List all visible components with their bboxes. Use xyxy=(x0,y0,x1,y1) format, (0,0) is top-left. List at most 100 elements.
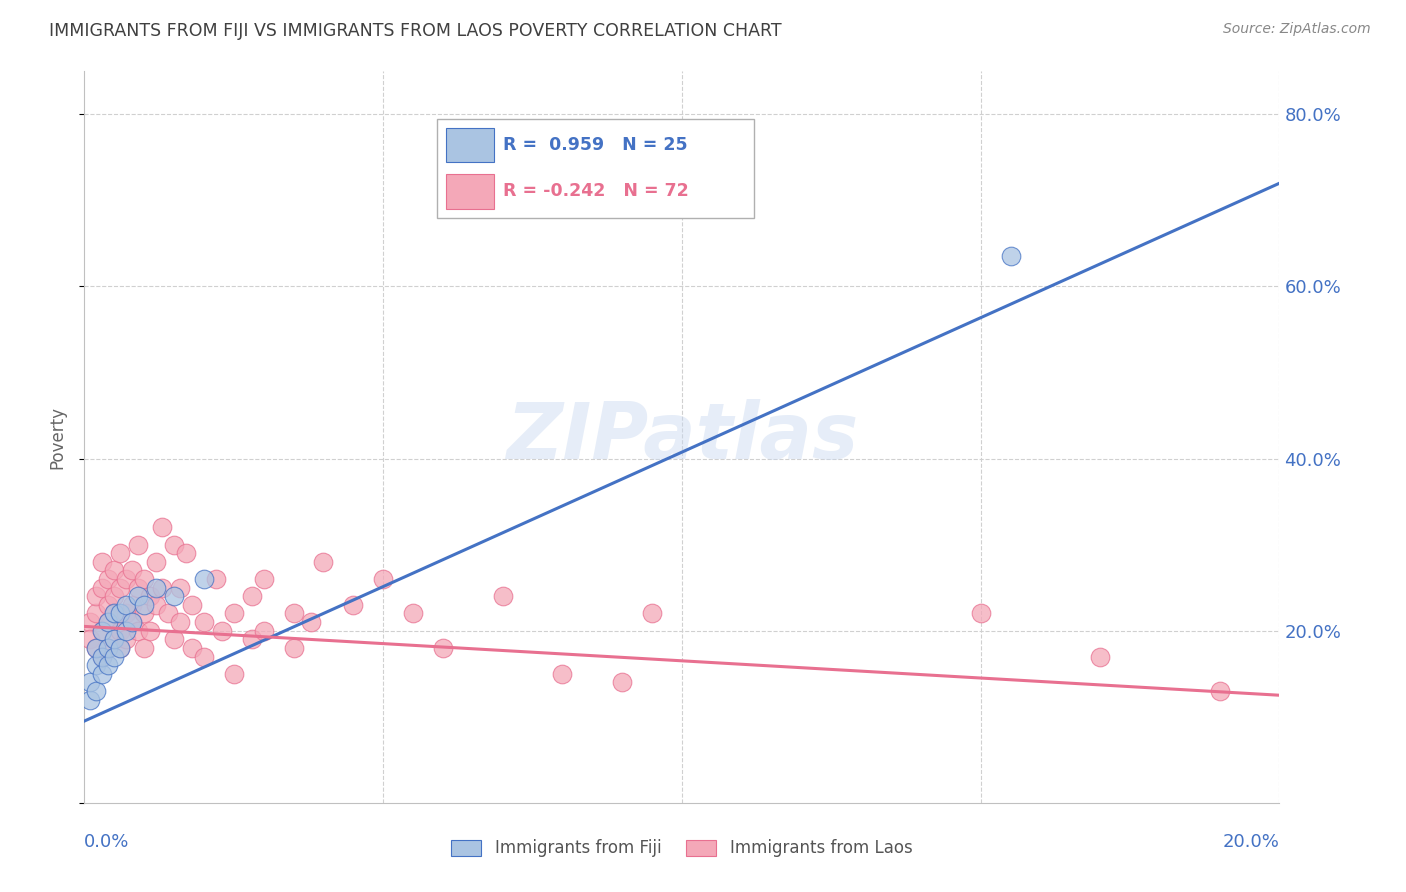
Point xyxy=(253,624,276,638)
Point xyxy=(103,564,125,578)
Point xyxy=(970,607,993,621)
Point xyxy=(115,624,138,638)
Point xyxy=(1090,649,1112,664)
Point xyxy=(115,607,138,621)
Point xyxy=(283,607,305,621)
Point xyxy=(127,589,149,603)
Text: Source: ZipAtlas.com: Source: ZipAtlas.com xyxy=(1223,22,1371,37)
Point xyxy=(551,666,574,681)
Point xyxy=(91,666,114,681)
Point xyxy=(110,607,132,621)
Point xyxy=(181,598,204,612)
Point xyxy=(174,546,197,560)
Point xyxy=(127,581,149,595)
Point xyxy=(121,564,143,578)
Point xyxy=(132,640,156,655)
Point xyxy=(79,692,101,706)
Legend: Immigrants from Fiji, Immigrants from Laos: Immigrants from Fiji, Immigrants from La… xyxy=(444,832,920,864)
Point xyxy=(193,572,215,586)
Point xyxy=(91,624,114,638)
Y-axis label: Poverty: Poverty xyxy=(48,406,66,468)
Point xyxy=(97,658,120,673)
Point xyxy=(103,632,125,647)
Point xyxy=(402,607,425,621)
Point xyxy=(110,640,132,655)
Point xyxy=(86,640,108,655)
Point xyxy=(139,624,162,638)
Point xyxy=(157,607,180,621)
Point xyxy=(301,615,323,629)
Point xyxy=(132,572,156,586)
Point xyxy=(163,538,186,552)
Point xyxy=(132,607,156,621)
Point xyxy=(103,589,125,603)
Point xyxy=(145,581,167,595)
Point xyxy=(432,640,454,655)
Point xyxy=(115,598,138,612)
Point xyxy=(110,640,132,655)
Point xyxy=(127,624,149,638)
Point xyxy=(86,640,108,655)
Point xyxy=(373,572,395,586)
Point xyxy=(222,607,245,621)
Point xyxy=(86,607,108,621)
Point xyxy=(1209,684,1232,698)
Point xyxy=(110,546,132,560)
Point xyxy=(127,538,149,552)
Point xyxy=(222,666,245,681)
Point xyxy=(97,598,120,612)
Point xyxy=(150,581,173,595)
Point xyxy=(86,684,108,698)
Point xyxy=(91,624,114,638)
Point xyxy=(312,555,335,569)
Point xyxy=(115,572,138,586)
Point xyxy=(91,649,114,664)
Point xyxy=(110,624,132,638)
Point xyxy=(211,624,233,638)
Point xyxy=(145,598,167,612)
Point xyxy=(163,589,186,603)
Point xyxy=(103,607,125,621)
Text: IMMIGRANTS FROM FIJI VS IMMIGRANTS FROM LAOS POVERTY CORRELATION CHART: IMMIGRANTS FROM FIJI VS IMMIGRANTS FROM … xyxy=(49,22,782,40)
Point xyxy=(110,581,132,595)
Text: ZIPatlas: ZIPatlas xyxy=(506,399,858,475)
Point xyxy=(253,572,276,586)
Point xyxy=(103,607,125,621)
Point xyxy=(91,581,114,595)
Point xyxy=(79,675,101,690)
Point xyxy=(103,632,125,647)
Point xyxy=(342,598,364,612)
Point xyxy=(97,640,120,655)
Point xyxy=(115,632,138,647)
Point xyxy=(283,640,305,655)
Point xyxy=(132,598,156,612)
Point xyxy=(150,520,173,534)
Point xyxy=(193,615,215,629)
Point xyxy=(86,589,108,603)
Point xyxy=(492,589,515,603)
Point xyxy=(145,555,167,569)
Point xyxy=(205,572,228,586)
Point xyxy=(641,607,664,621)
Point xyxy=(97,615,120,629)
Point xyxy=(193,649,215,664)
Point xyxy=(169,581,191,595)
Point xyxy=(103,649,125,664)
Point xyxy=(121,598,143,612)
Point xyxy=(79,632,101,647)
Point xyxy=(240,632,263,647)
Point xyxy=(169,615,191,629)
Point xyxy=(181,640,204,655)
Point xyxy=(79,615,101,629)
Point xyxy=(121,615,143,629)
Point xyxy=(91,555,114,569)
Point xyxy=(163,632,186,647)
Point xyxy=(1000,249,1022,263)
Point xyxy=(240,589,263,603)
Point xyxy=(86,658,108,673)
Point xyxy=(121,615,143,629)
Point xyxy=(612,675,634,690)
Point xyxy=(97,615,120,629)
Point xyxy=(97,640,120,655)
Text: 0.0%: 0.0% xyxy=(84,833,129,851)
